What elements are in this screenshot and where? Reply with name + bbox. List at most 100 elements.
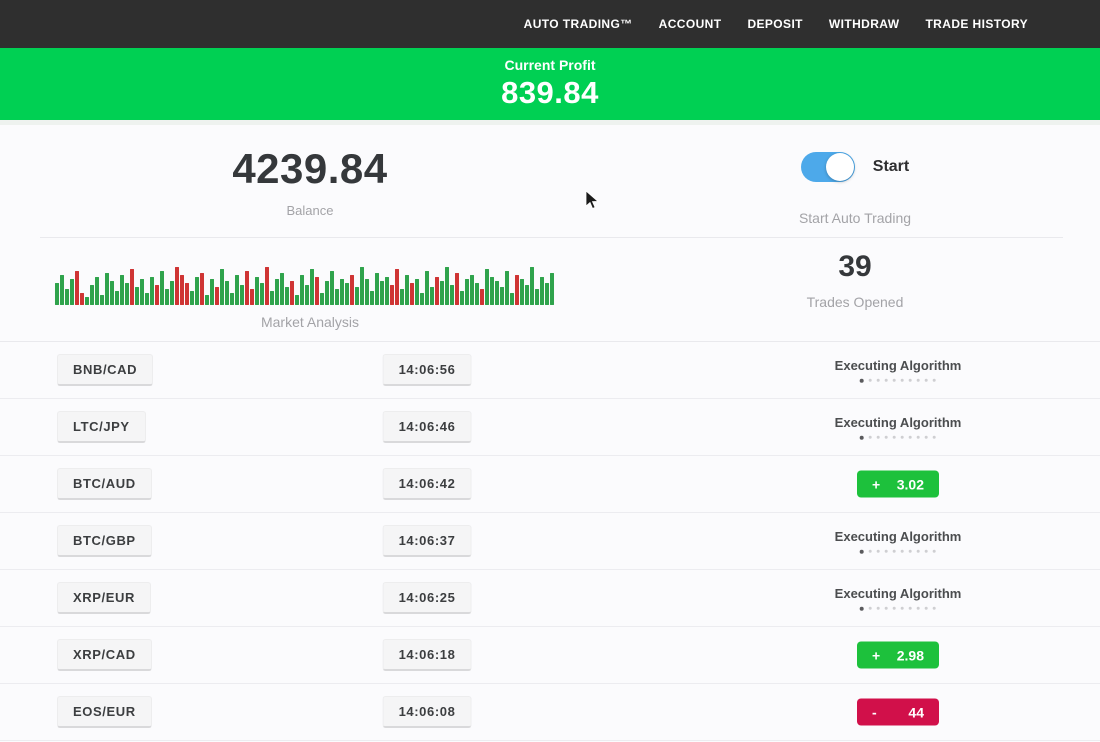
chart-bar xyxy=(450,285,454,305)
balance-block: 4239.84 Balance xyxy=(0,145,620,218)
chart-bar xyxy=(275,279,279,305)
time-chip: 14:06:25 xyxy=(382,582,472,614)
chart-bar xyxy=(475,283,479,305)
chart-bar xyxy=(490,277,494,305)
table-row: LTC/JPY 14:06:46 Executing Algorithm xyxy=(0,399,1100,456)
chart-bar xyxy=(145,293,149,305)
chart-bar xyxy=(170,281,174,305)
current-profit-label: Current Profit xyxy=(504,57,596,73)
pair-chip: XRP/EUR xyxy=(57,582,151,614)
result-value: 44 xyxy=(908,704,924,720)
progress-dot xyxy=(868,378,872,382)
chart-bar xyxy=(520,279,524,305)
chart-bar xyxy=(65,289,69,305)
chart-bar xyxy=(550,273,554,305)
progress-dot xyxy=(916,549,920,553)
progress-dot xyxy=(884,378,888,382)
chart-bar xyxy=(215,287,219,305)
progress-dot xyxy=(908,549,912,553)
chart-bar xyxy=(240,285,244,305)
chart-bar xyxy=(265,267,269,305)
progress-dot xyxy=(868,549,872,553)
chart-bar xyxy=(405,275,409,305)
progress-dot xyxy=(892,378,896,382)
balance-label: Balance xyxy=(286,203,334,218)
progress-dot xyxy=(876,435,880,439)
progress-dot xyxy=(900,606,904,610)
progress-dot xyxy=(884,549,888,553)
table-row: BTC/GBP 14:06:37 Executing Algorithm xyxy=(0,513,1100,570)
progress-dot xyxy=(859,549,864,554)
chart-bar xyxy=(295,295,299,305)
chart-bar xyxy=(135,287,139,305)
nav-item-trade-history[interactable]: TRADE HISTORY xyxy=(925,17,1028,31)
result-badge: - 44 xyxy=(857,698,939,726)
chart-bar xyxy=(90,285,94,305)
time-chip: 14:06:18 xyxy=(382,639,472,671)
chart-bar xyxy=(220,269,224,305)
nav-item-auto-trading[interactable]: AUTO TRADING™ xyxy=(523,17,633,31)
chart-bar xyxy=(445,267,449,305)
current-profit-value: 839.84 xyxy=(501,75,599,110)
chart-bar xyxy=(75,271,79,305)
chart-bar xyxy=(210,279,214,305)
banner-gap xyxy=(0,120,1100,125)
chart-bar xyxy=(350,275,354,305)
chart-bar xyxy=(420,293,424,305)
chart-bar xyxy=(115,291,119,305)
chart-bar xyxy=(335,289,339,305)
chart-bar xyxy=(300,275,304,305)
chart-bar xyxy=(345,283,349,305)
toggle-label: Start xyxy=(872,158,910,175)
section-divider xyxy=(40,237,1063,238)
auto-trading-toggle[interactable] xyxy=(800,152,855,182)
chart-bar xyxy=(70,279,74,305)
chart-bar xyxy=(310,269,314,305)
chart-bar xyxy=(375,273,379,305)
nav-item-account[interactable]: ACCOUNT xyxy=(658,17,722,31)
chart-bar xyxy=(110,281,114,305)
progress-dot xyxy=(908,435,912,439)
pair-chip: BTC/AUD xyxy=(57,468,152,500)
chart-bar xyxy=(365,279,369,305)
nav-item-deposit[interactable]: DEPOSIT xyxy=(747,17,803,31)
chart-bar xyxy=(100,295,104,305)
progress-dot xyxy=(924,435,928,439)
chart-bar xyxy=(545,283,549,305)
chart-bar xyxy=(380,281,384,305)
chart-bar xyxy=(150,277,154,305)
chart-bar xyxy=(465,279,469,305)
progress-dots xyxy=(835,378,962,383)
progress-dot xyxy=(932,606,936,610)
chart-bar xyxy=(165,289,169,305)
executing-algorithm-label: Executing Algorithm xyxy=(834,414,962,430)
status-cell: +3.02 xyxy=(857,470,939,498)
chart-bar xyxy=(480,289,484,305)
time-chip: 14:06:42 xyxy=(382,468,472,500)
chart-bar xyxy=(495,281,499,305)
chart-bar xyxy=(390,285,394,305)
result-sign: + xyxy=(872,647,881,663)
chart-bar xyxy=(55,283,59,305)
chart-bar xyxy=(80,293,84,305)
progress-dot xyxy=(932,435,936,439)
chart-bar xyxy=(510,293,514,305)
progress-dot xyxy=(908,378,912,382)
nav-item-withdraw[interactable]: WITHDRAW xyxy=(828,17,900,31)
chart-bar xyxy=(235,275,239,305)
result-sign: + xyxy=(872,476,881,492)
progress-dot xyxy=(868,435,872,439)
chart-bar xyxy=(435,277,439,305)
progress-dot xyxy=(876,378,880,382)
chart-bar xyxy=(195,277,199,305)
progress-dot xyxy=(908,606,912,610)
progress-dot xyxy=(900,549,904,553)
chart-bar xyxy=(180,275,184,305)
progress-dot xyxy=(859,435,864,440)
chart-bar xyxy=(270,291,274,305)
progress-dot xyxy=(876,606,880,610)
status-cell: Executing Algorithm xyxy=(834,414,962,440)
chart-bar xyxy=(485,269,489,305)
chart-bar xyxy=(410,283,414,305)
